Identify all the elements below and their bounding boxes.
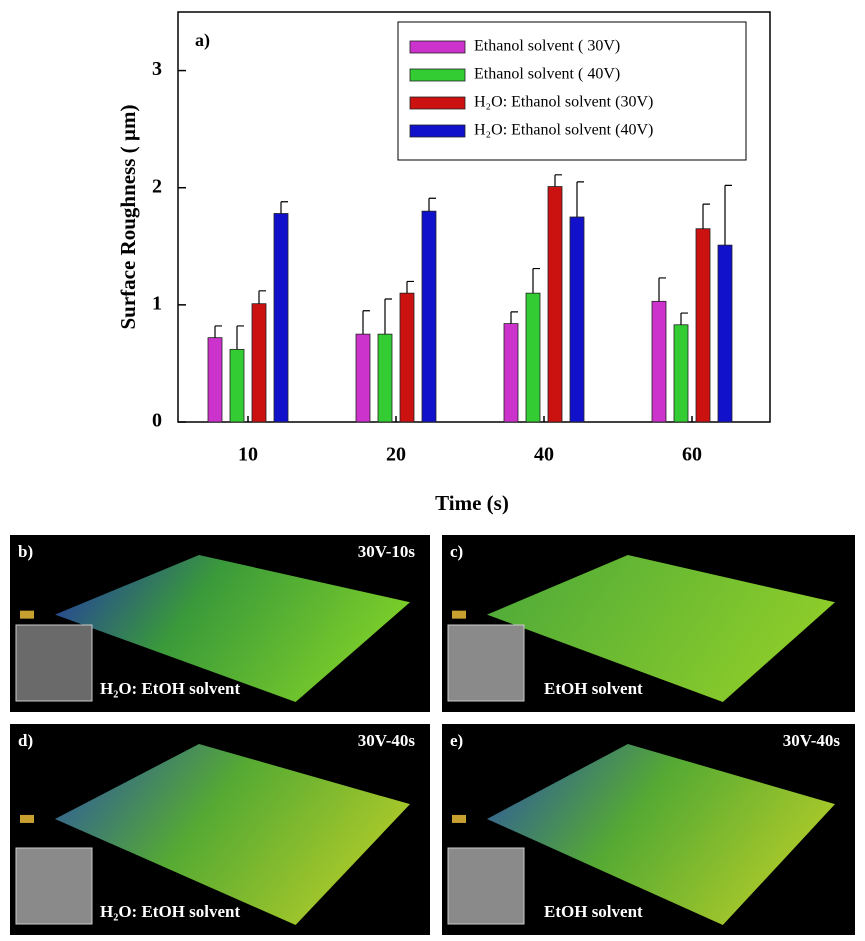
panel-title: 30V-40s: [358, 731, 416, 750]
color-scale: [20, 610, 34, 619]
bar: [355, 333, 371, 423]
legend-swatch: [409, 68, 466, 82]
legend-label: H₂O: Ethanol solvent (30V): [474, 94, 653, 111]
sem-inset: [15, 624, 93, 702]
bar: [525, 292, 541, 423]
panel-label: c): [450, 542, 463, 561]
error-bar: [258, 290, 266, 304]
sem-inset: [447, 847, 525, 925]
error-bar: [576, 181, 584, 217]
panel-label: a): [195, 30, 210, 51]
error-bar: [702, 203, 710, 229]
panel-label: e): [450, 731, 463, 750]
x-axis-title: Time (s): [435, 491, 509, 515]
panel-label: b): [18, 542, 33, 561]
y-tick-label: 2: [152, 175, 162, 197]
surface-plot: [487, 555, 835, 702]
surface-plot: [487, 744, 835, 925]
x-tick-label: 10: [238, 444, 258, 466]
error-bar: [680, 312, 688, 325]
bar: [547, 186, 563, 423]
y-tick-label: 1: [152, 292, 162, 314]
bar: [503, 323, 519, 423]
error-bar: [532, 267, 540, 294]
panel-title: 30V-40s: [783, 731, 841, 750]
sem-inset: [447, 624, 525, 702]
bar: [421, 210, 437, 423]
error-bar: [658, 277, 666, 302]
panel-caption: H₂O: EtOH solvent: [100, 902, 240, 921]
error-bar: [280, 201, 288, 214]
error-bar: [724, 184, 732, 246]
error-bar: [554, 174, 562, 187]
bar: [673, 324, 689, 423]
color-scale: [20, 814, 34, 823]
surface-plot: [55, 555, 410, 702]
error-bar: [384, 298, 392, 335]
y-tick-label: 0: [152, 410, 162, 432]
bar: [251, 303, 267, 423]
sem-inset: [15, 847, 93, 925]
error-bar: [428, 197, 436, 212]
bar: [207, 337, 223, 423]
x-tick-label: 20: [386, 444, 406, 466]
panel-caption: EtOH solvent: [544, 902, 643, 921]
legend-label: Ethanol solvent ( 40V): [474, 66, 620, 83]
bar: [651, 300, 667, 423]
bar: [569, 216, 585, 423]
legend-swatch: [409, 40, 466, 54]
color-scale: [452, 610, 466, 619]
x-tick-label: 60: [682, 444, 702, 466]
error-bar: [236, 325, 244, 350]
panel-label: d): [18, 731, 33, 750]
legend-label: Ethanol solvent ( 30V): [474, 38, 620, 55]
bar: [229, 348, 245, 423]
bar: [377, 333, 393, 423]
y-tick-label: 3: [152, 58, 162, 80]
bar: [273, 213, 289, 423]
legend-label: H₂O: Ethanol solvent (40V): [474, 122, 653, 139]
plot-frame: [177, 11, 771, 423]
x-tick-label: 40: [534, 444, 554, 466]
y-axis-title: Surface Roughness ( µm): [116, 104, 140, 329]
color-scale: [452, 814, 466, 823]
error-bar: [214, 325, 222, 338]
legend-swatch: [409, 96, 466, 110]
surface-plot: [55, 744, 410, 925]
bar: [399, 292, 415, 423]
legend-swatch: [409, 124, 466, 138]
error-bar: [406, 280, 414, 294]
error-bar: [510, 311, 518, 324]
panel-caption: H₂O: EtOH solvent: [100, 679, 240, 698]
error-bar: [362, 310, 370, 335]
bar: [695, 228, 711, 423]
bar: [717, 244, 733, 423]
panel-title: 30V-10s: [358, 542, 416, 561]
panel-caption: EtOH solvent: [544, 679, 643, 698]
